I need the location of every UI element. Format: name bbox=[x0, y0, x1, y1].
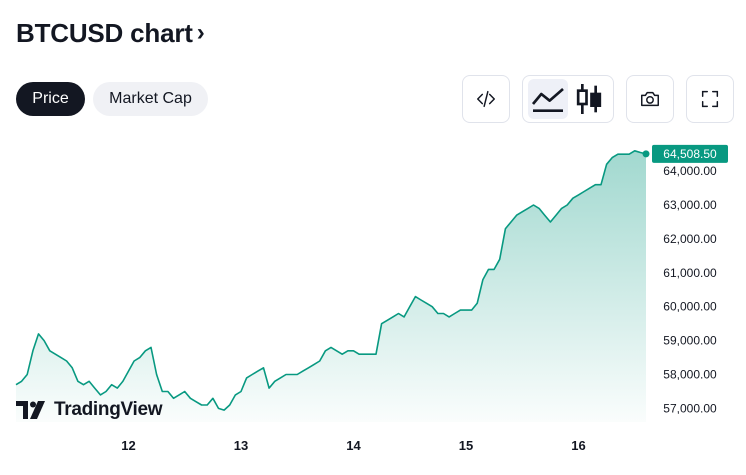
fullscreen-icon bbox=[701, 90, 719, 108]
last-price-label: 64,508.50 bbox=[652, 144, 728, 163]
y-tick-label: 60,000.00 bbox=[663, 300, 717, 314]
y-tick-label: 64,000.00 bbox=[663, 164, 717, 178]
camera-icon bbox=[641, 91, 659, 107]
y-tick-label: 63,000.00 bbox=[663, 198, 717, 212]
tab-price[interactable]: Price bbox=[16, 82, 85, 116]
tradingview-wordmark: TradingView bbox=[54, 399, 163, 420]
embed-button[interactable] bbox=[462, 75, 510, 123]
y-tick-label: 61,000.00 bbox=[663, 266, 717, 280]
x-tick-label: 14 bbox=[346, 438, 361, 453]
y-tick-label: 57,000.00 bbox=[663, 401, 717, 415]
chevron-right-icon: › bbox=[196, 19, 205, 46]
fullscreen-button[interactable] bbox=[686, 75, 734, 123]
chart-title-link[interactable]: BTCUSD chart › bbox=[16, 16, 205, 50]
price-chart[interactable]: 64,000.00 63,000.00 62,000.00 61,000.00 60,0… bbox=[0, 130, 746, 475]
x-tick-label: 12 bbox=[121, 438, 135, 453]
x-tick-label: 15 bbox=[459, 438, 473, 453]
chart-title: BTCUSD chart bbox=[16, 18, 193, 48]
area-style-button[interactable] bbox=[527, 79, 568, 119]
tab-market-cap[interactable]: Market Cap bbox=[93, 82, 208, 116]
y-tick-label: 62,000.00 bbox=[663, 232, 717, 246]
y-tick-label: 59,000.00 bbox=[663, 334, 717, 348]
price-area-fill bbox=[16, 150, 646, 423]
chart-style-toggle bbox=[522, 75, 614, 123]
tradingview-logo-icon bbox=[16, 401, 45, 419]
tradingview-watermark[interactable]: TradingView bbox=[16, 399, 163, 421]
x-tick-label: 16 bbox=[571, 438, 585, 453]
code-icon bbox=[477, 90, 495, 108]
area-chart-icon bbox=[531, 87, 564, 112]
candlestick-icon bbox=[576, 84, 601, 114]
last-price-value: 64,508.50 bbox=[663, 147, 717, 161]
last-price-dot bbox=[642, 150, 650, 158]
y-tick-label: 58,000.00 bbox=[663, 368, 717, 382]
x-tick-label: 13 bbox=[234, 438, 248, 453]
candlestick-style-button[interactable] bbox=[569, 79, 609, 119]
snapshot-button[interactable] bbox=[626, 75, 674, 123]
price-axis: 64,000.00 63,000.00 62,000.00 61,000.00 60,0… bbox=[663, 164, 717, 415]
time-axis: 12 13 14 15 16 bbox=[121, 438, 585, 453]
price-line bbox=[15, 150, 647, 411]
